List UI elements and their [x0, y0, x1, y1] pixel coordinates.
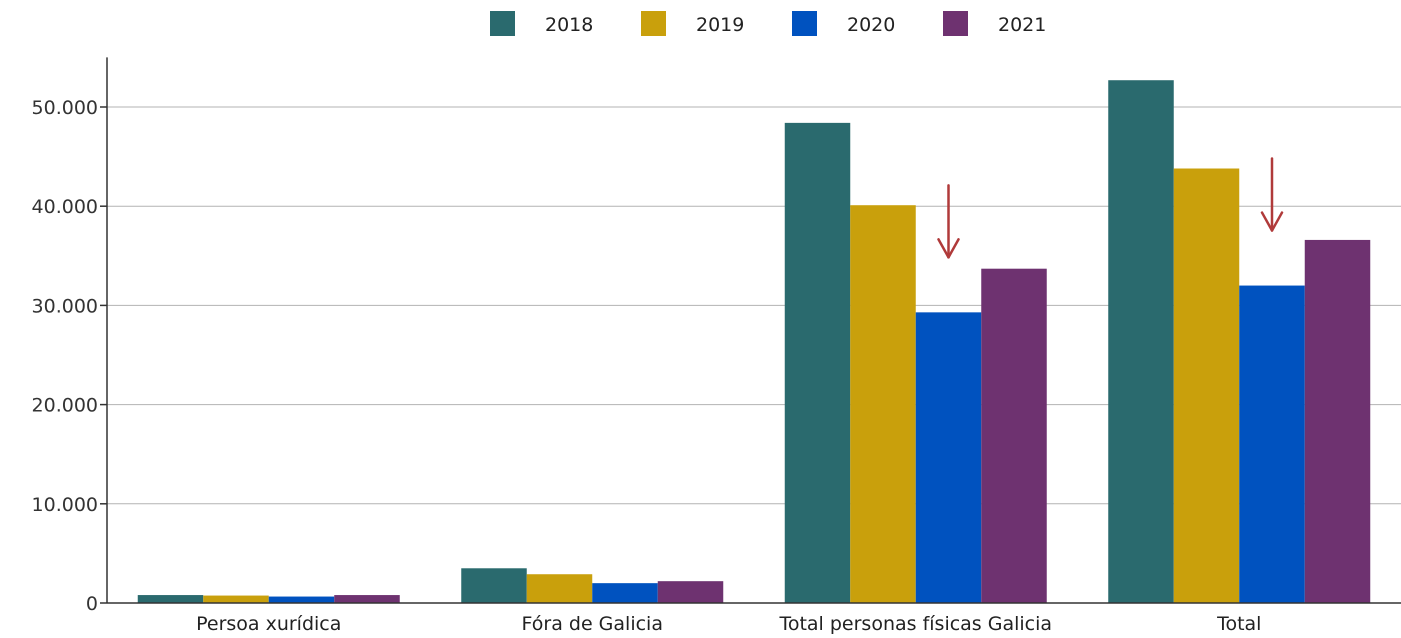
legend-swatch-2020	[792, 11, 817, 36]
y-axis-tick-labels: 0 10.000 20.000 30.000 40.000 50.000	[32, 97, 98, 615]
bar-2021-1	[657, 581, 724, 603]
y-tick-label: 10.000	[32, 494, 98, 516]
arrow-down-annotation	[937, 184, 960, 259]
arrow-down-annotation	[1260, 157, 1284, 232]
y-tick-label: 30.000	[32, 295, 98, 317]
bar-2021-2	[981, 268, 1047, 603]
legend-swatch-2018	[490, 11, 515, 36]
legend-swatch-2019	[641, 11, 666, 36]
bar-2019-3	[1173, 168, 1240, 603]
bar-2020-2	[915, 312, 982, 603]
y-tick-label: 0	[86, 593, 98, 615]
legend-label-2019: 2019	[696, 14, 744, 36]
bar-2019-1	[526, 574, 593, 603]
legend-swatch-2021	[943, 11, 968, 36]
bar-2019-2	[850, 205, 916, 603]
x-category-label: Total	[1216, 613, 1261, 635]
axes	[100, 57, 1401, 604]
bar-2018-0	[137, 595, 204, 603]
legend-label-2018: 2018	[545, 14, 593, 36]
x-category-label: Total personas físicas Galicia	[778, 613, 1052, 635]
x-axis-category-labels: Persoa xurídica Fóra de Galicia Total pers…	[196, 613, 1261, 635]
y-tick-label: 50.000	[32, 97, 98, 119]
legend-label-2021: 2021	[998, 14, 1046, 36]
bar-2020-0	[268, 596, 335, 603]
bar-2019-0	[203, 595, 269, 603]
bars	[137, 80, 1371, 604]
annotations	[937, 157, 1284, 259]
bar-2018-2	[784, 122, 851, 603]
x-category-label: Persoa xurídica	[196, 613, 341, 635]
x-category-label: Fóra de Galicia	[522, 613, 663, 635]
y-tick-label: 20.000	[32, 395, 98, 417]
legend-label-2020: 2020	[847, 14, 895, 36]
y-tick-label: 40.000	[32, 196, 98, 218]
bar-2021-0	[334, 595, 400, 603]
bar-2018-1	[461, 568, 527, 603]
legend: 2018 2019 2020 2021	[490, 11, 1046, 36]
bar-2020-1	[592, 583, 658, 603]
bar-2021-3	[1304, 239, 1371, 604]
arrow-head	[937, 238, 960, 259]
bar-2018-3	[1108, 80, 1174, 603]
arrow-head	[1260, 211, 1284, 232]
bar-2020-3	[1239, 285, 1305, 603]
